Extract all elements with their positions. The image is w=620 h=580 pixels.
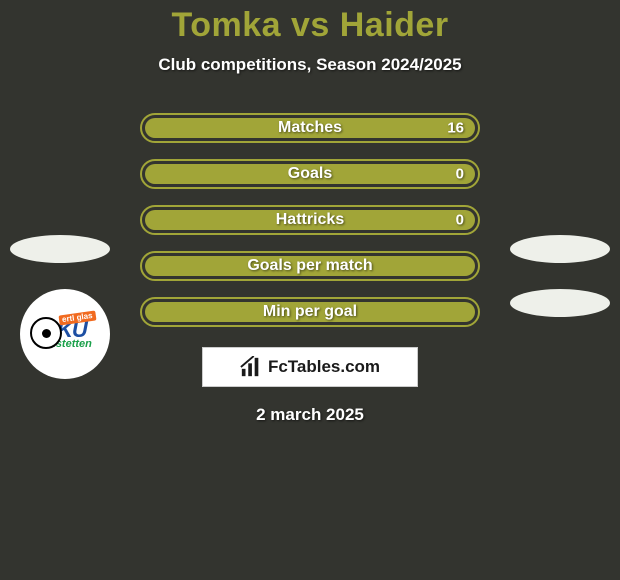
stat-row-goals: Goals 0: [140, 159, 480, 189]
brand-label: FcTables.com: [268, 357, 380, 377]
stat-label: Goals: [288, 165, 332, 183]
stat-value: 0: [456, 212, 464, 229]
stat-label: Goals per match: [247, 257, 372, 275]
stat-label: Matches: [278, 119, 342, 137]
page-subtitle: Club competitions, Season 2024/2025: [0, 55, 620, 75]
stats-area: SKU ertl glas Amstetten Matches 16 Goals…: [0, 113, 620, 425]
stat-row-matches: Matches 16: [140, 113, 480, 143]
club-badge-left: SKU ertl glas Amstetten: [20, 289, 110, 379]
date-label: 2 march 2025: [0, 405, 620, 425]
stat-row-goals-per-match: Goals per match: [140, 251, 480, 281]
stat-row-min-per-goal: Min per goal: [140, 297, 480, 327]
stat-row-hattricks: Hattricks 0: [140, 205, 480, 235]
brand-box[interactable]: FcTables.com: [202, 347, 418, 387]
stat-label: Hattricks: [276, 211, 344, 229]
player-right-ellipse-2: [510, 289, 610, 317]
soccer-ball-icon: [30, 317, 62, 349]
bar-chart-icon: [240, 356, 262, 378]
infographic-container: Tomka vs Haider Club competitions, Seaso…: [0, 0, 620, 580]
stat-value: 16: [447, 120, 464, 137]
page-title: Tomka vs Haider: [0, 6, 620, 45]
stat-label: Min per goal: [263, 303, 357, 321]
player-left-ellipse: [10, 235, 110, 263]
player-right-ellipse-1: [510, 235, 610, 263]
stat-value: 0: [456, 166, 464, 183]
